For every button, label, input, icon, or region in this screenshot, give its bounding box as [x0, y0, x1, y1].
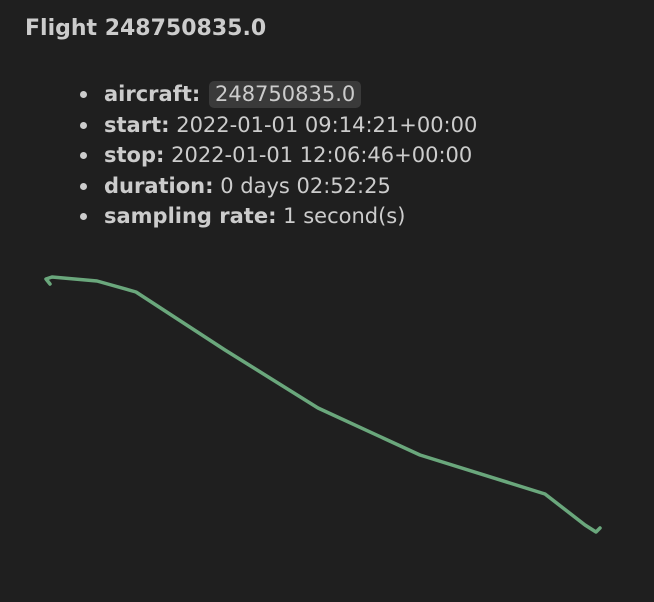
property-key: duration: [104, 173, 214, 198]
property-stop: stop: 2022-01-01 12:06:46+00:00 [80, 140, 477, 171]
property-value: 0 days 02:52:25 [220, 173, 391, 198]
property-key: start: [104, 112, 170, 137]
bullet-icon [80, 152, 87, 159]
property-key: aircraft: [104, 82, 201, 106]
property-duration: duration: 0 days 02:52:25 [80, 171, 477, 202]
property-value: 2022-01-01 12:06:46+00:00 [171, 143, 473, 167]
bullet-icon [80, 91, 87, 98]
bullet-icon [80, 121, 87, 129]
property-value: 2022-01-01 09:14:21+00:00 [176, 112, 478, 137]
property-value: 1 second(s) [283, 204, 406, 228]
property-value: 248750835.0 [208, 81, 362, 108]
bullet-icon [80, 213, 87, 220]
property-aircraft: aircraft: 248750835.0 [80, 79, 477, 110]
property-key: sampling rate: [104, 204, 277, 228]
property-sampling-rate: sampling rate: 1 second(s) [80, 201, 477, 232]
bullet-icon [80, 182, 87, 190]
flight-trajectory-line [44, 275, 602, 534]
flight-properties-list: aircraft: 248750835.0 start: 2022-01-01 … [80, 79, 478, 232]
flight-title: Flight 248750835.0 [25, 16, 267, 41]
property-key: stop: [104, 143, 165, 167]
property-start: start: 2022-01-01 09:14:21+00:00 [80, 110, 478, 141]
